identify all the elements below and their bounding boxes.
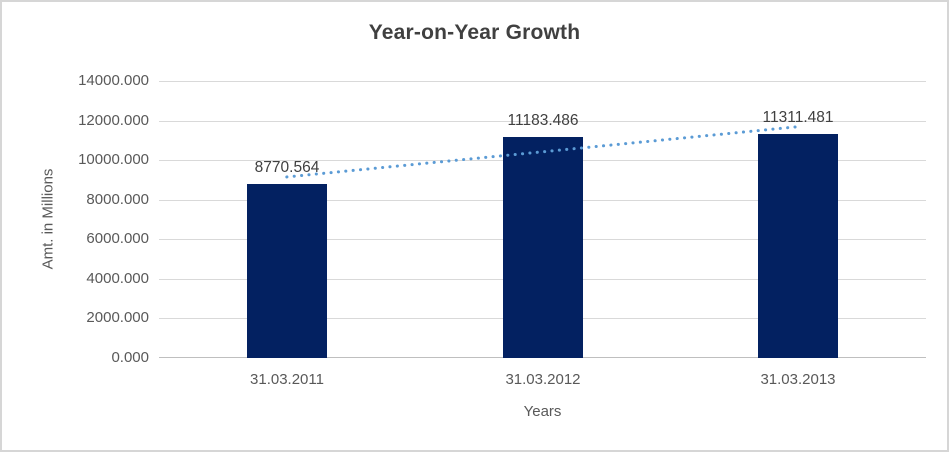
y-axis-tick-label: 4000.000 bbox=[86, 270, 149, 287]
bar-data-label: 11183.486 bbox=[507, 112, 579, 129]
bar-31.03.2013 bbox=[758, 134, 838, 358]
x-axis-tick-label: 31.03.2011 bbox=[250, 371, 324, 388]
y-axis-tick-label: 8000.000 bbox=[86, 191, 149, 208]
x-axis-tick-label: 31.03.2012 bbox=[505, 371, 581, 388]
y-axis-tick-label: 6000.000 bbox=[86, 230, 149, 247]
x-axis-tick-label: 31.03.2013 bbox=[760, 371, 836, 388]
y-axis-tick-label: 0.000 bbox=[111, 349, 149, 366]
gridline bbox=[159, 121, 926, 122]
bar-31.03.2011 bbox=[247, 184, 327, 358]
plot-area: 8770.564 11183.486 11311.481 bbox=[159, 81, 926, 358]
bar-data-label: 11311.481 bbox=[762, 109, 834, 126]
bar-31.03.2012 bbox=[503, 137, 583, 358]
y-axis-tick-label: 10000.000 bbox=[78, 151, 149, 168]
y-axis-tick-label: 12000.000 bbox=[78, 112, 149, 129]
chart-title: Year-on-Year Growth bbox=[368, 21, 581, 44]
y-axis-tick-label: 14000.000 bbox=[78, 72, 149, 89]
gridline bbox=[159, 81, 926, 82]
y-axis-tick-labels: 14000.000 12000.000 10000.000 8000.000 6000.… bbox=[2, 73, 149, 366]
bar-data-label: 8770.564 bbox=[254, 159, 320, 176]
y-axis-tick-label: 2000.000 bbox=[86, 309, 149, 326]
x-axis-title: Years bbox=[523, 403, 562, 420]
